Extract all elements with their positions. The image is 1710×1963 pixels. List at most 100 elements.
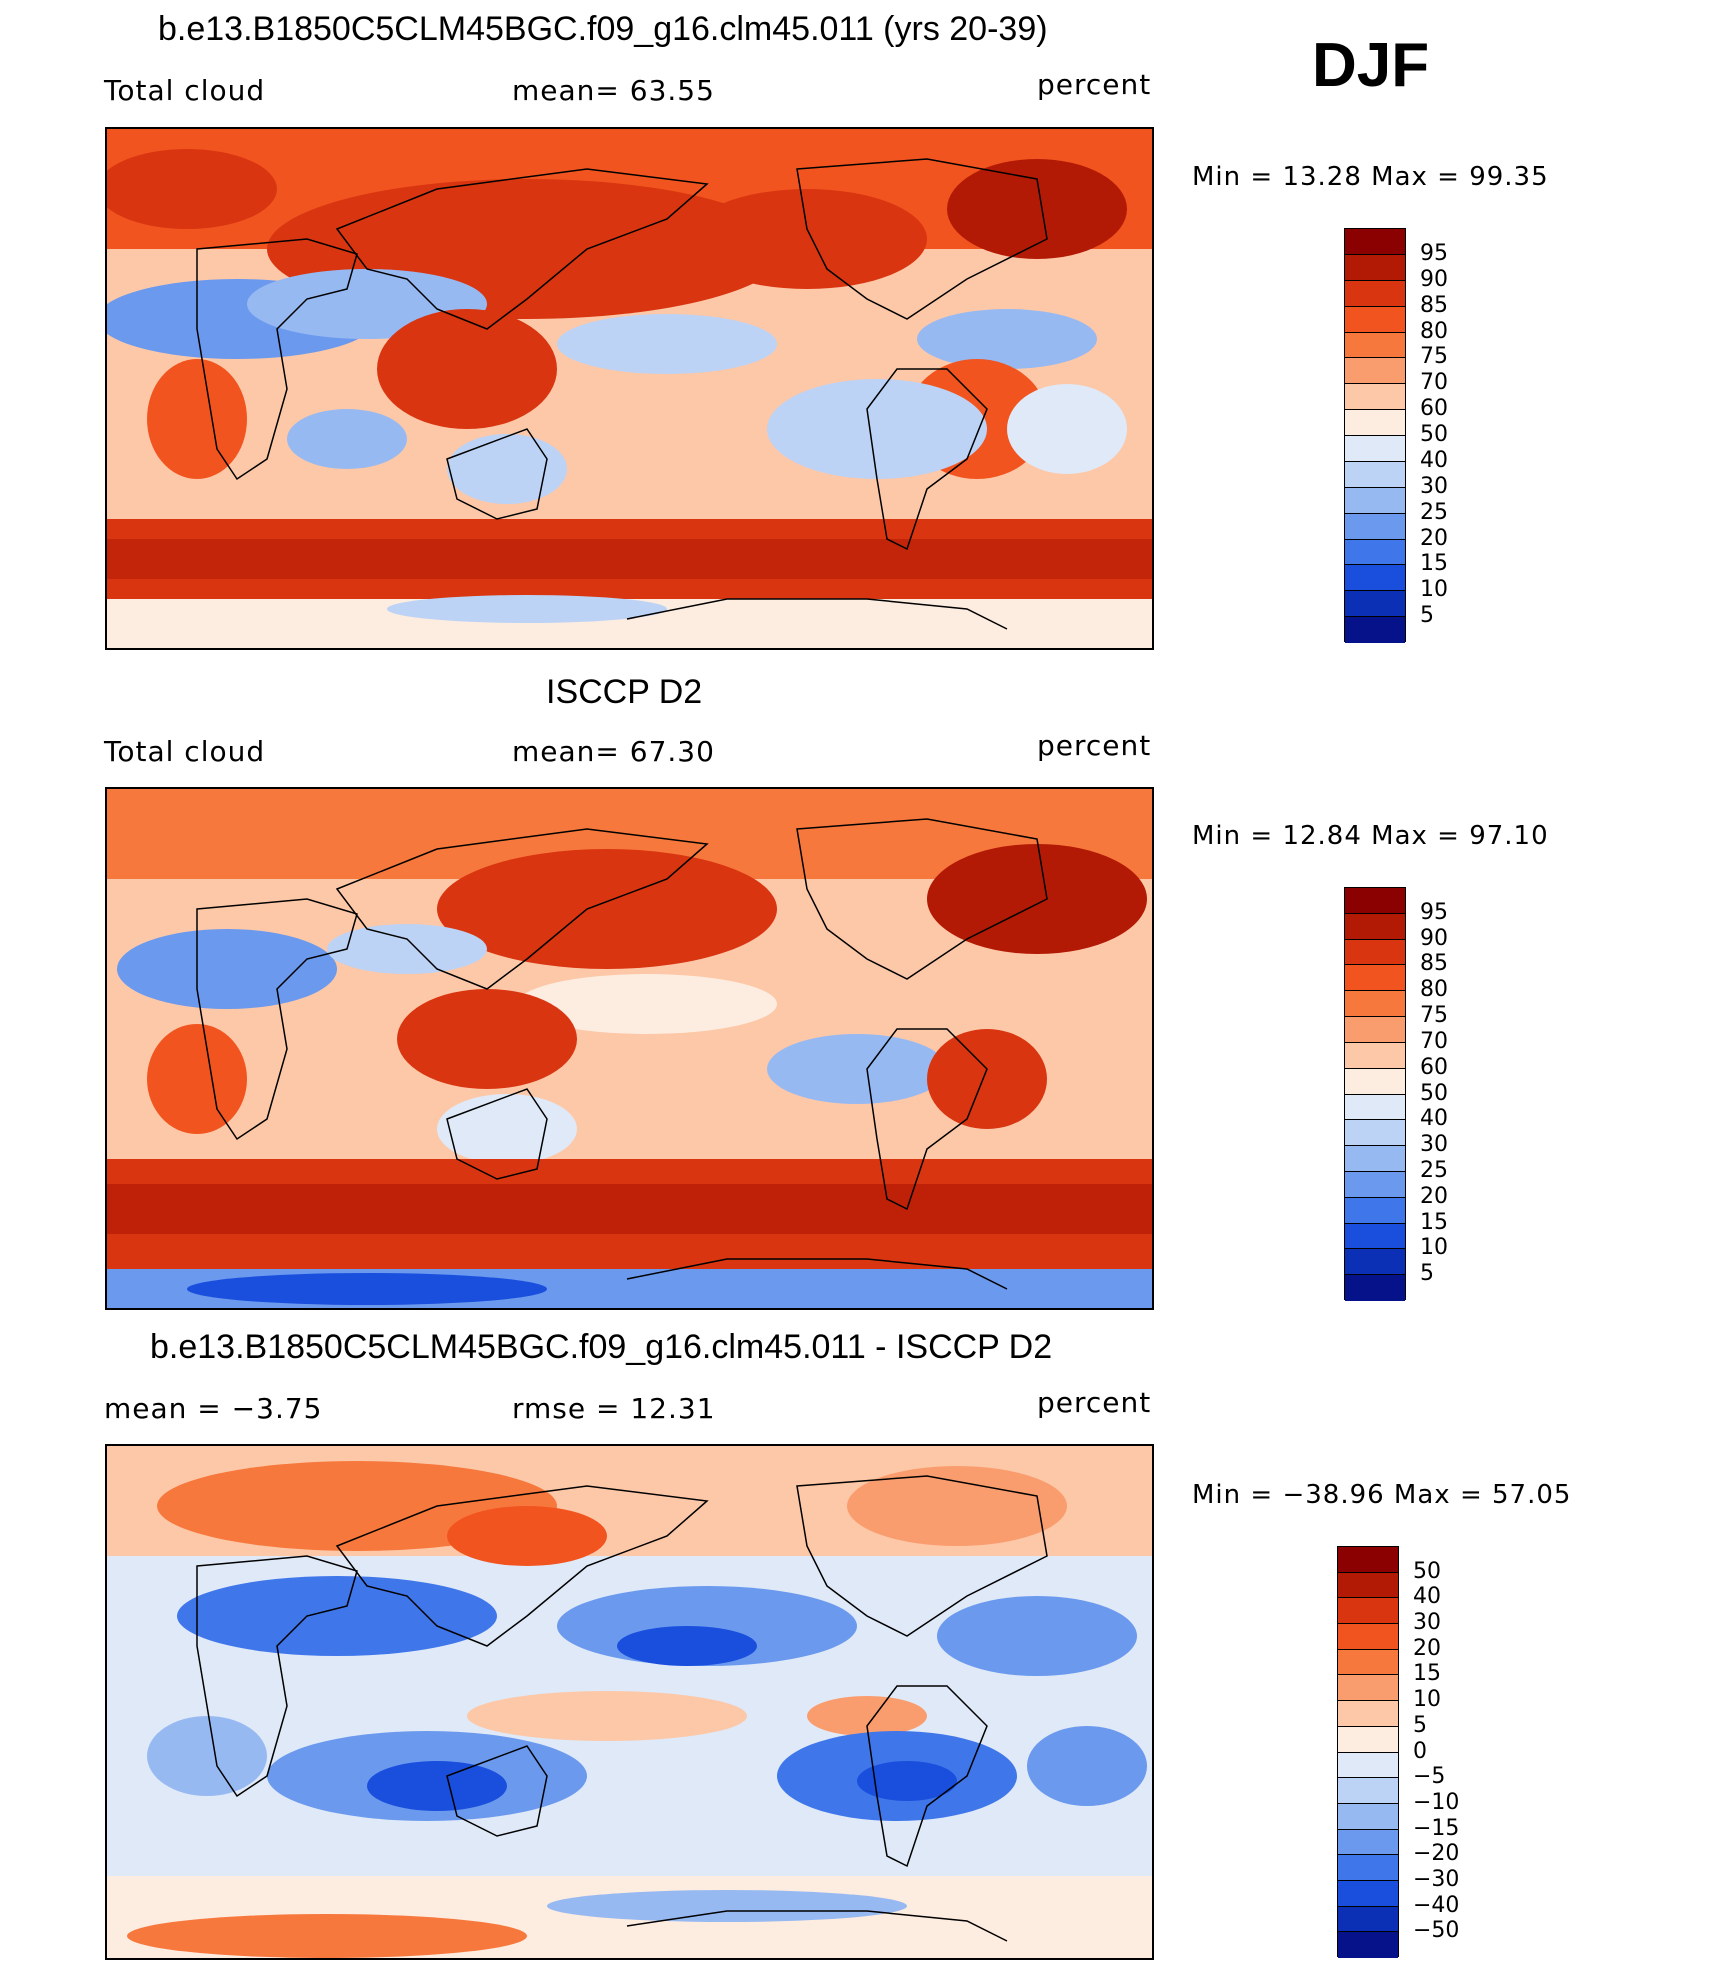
colorbar-tick-label: 5 <box>1420 1261 1434 1287</box>
colorbar-segment <box>1345 888 1405 914</box>
colorbar-tick-label: 80 <box>1420 318 1448 344</box>
colorbar-tick-label: 95 <box>1420 899 1448 925</box>
colorbar-tick-label: 40 <box>1420 447 1448 473</box>
panel-model-map <box>105 127 1154 650</box>
colorbar-segment <box>1345 913 1405 940</box>
panel-model-units-label: percent <box>1037 68 1152 101</box>
colorbar-segment <box>1338 1649 1398 1676</box>
colorbar-segment <box>1338 1572 1398 1599</box>
colorbar-box <box>1344 228 1406 643</box>
colorbar-segment <box>1345 591 1405 618</box>
colorbar-tick-label: 10 <box>1420 577 1448 603</box>
colorbar-tick-label: 25 <box>1420 1157 1448 1183</box>
colorbar-tick-label: 20 <box>1413 1635 1441 1661</box>
colorbar-segment <box>1345 939 1405 966</box>
panel-diff-units-label: percent <box>1037 1386 1152 1419</box>
colorbar-tick-label: 25 <box>1420 499 1448 525</box>
colorbar-tick-label: 75 <box>1420 1003 1448 1029</box>
colorbar-tick-label: 10 <box>1420 1235 1448 1261</box>
colorbar-segment <box>1338 1906 1398 1933</box>
colorbar-tick-label: 60 <box>1420 1054 1448 1080</box>
colorbar-tick-label: −10 <box>1413 1789 1460 1815</box>
colorbar-tick-label: 85 <box>1420 951 1448 977</box>
colorbar-tick-label: 15 <box>1420 551 1448 577</box>
panel-obs-map <box>105 787 1154 1310</box>
colorbar-segment <box>1345 565 1405 592</box>
panel-obs-minmax: Min = 12.84 Max = 97.10 <box>1192 821 1549 851</box>
colorbar-segment <box>1345 965 1405 992</box>
season-label: DJF <box>1312 31 1430 100</box>
panel-diff-map <box>105 1444 1154 1960</box>
colorbar-segment <box>1345 306 1405 333</box>
colorbar-segment <box>1345 513 1405 540</box>
colorbar-tick-label: 20 <box>1420 525 1448 551</box>
panel-diff-mean-label: mean = −3.75 <box>104 1392 323 1425</box>
colorbar-segment <box>1345 1275 1405 1301</box>
colorbar-tick-label: 10 <box>1413 1687 1441 1713</box>
colorbar-segment <box>1345 539 1405 566</box>
colorbar-segment <box>1338 1803 1398 1830</box>
colorbar-segment <box>1338 1547 1398 1573</box>
panel-model-variable-label: Total cloud <box>104 74 266 107</box>
colorbar-tick-label: 75 <box>1420 344 1448 370</box>
panel-model-title: b.e13.B1850C5CLM45BGC.f09_g16.clm45.011 … <box>158 10 1048 48</box>
colorbar-tick-label: −40 <box>1413 1892 1460 1918</box>
colorbar-tick-label: 40 <box>1413 1584 1441 1610</box>
colorbar-segment <box>1345 991 1405 1018</box>
colorbar-segment <box>1345 1094 1405 1121</box>
colorbar-segment <box>1345 1120 1405 1147</box>
colorbar-segment <box>1338 1880 1398 1907</box>
panel-model-minmax: Min = 13.28 Max = 99.35 <box>1192 162 1549 192</box>
colorbar-segment <box>1345 254 1405 281</box>
colorbar-tick-label: 0 <box>1413 1738 1427 1764</box>
colorbar-segment <box>1345 1042 1405 1069</box>
colorbar-segment <box>1345 280 1405 307</box>
colorbar-segment <box>1338 1778 1398 1804</box>
colorbar-segment <box>1338 1701 1398 1727</box>
colorbar-segment <box>1345 358 1405 385</box>
colorbar-box <box>1337 1546 1399 1958</box>
colorbar-box <box>1344 887 1406 1301</box>
colorbar-tick-label: 15 <box>1420 1209 1448 1235</box>
colorbar-segment <box>1338 1855 1398 1881</box>
colorbar-tick-label: 60 <box>1420 396 1448 422</box>
colorbar-tick-label: 5 <box>1413 1712 1427 1738</box>
colorbar-tick-label: 90 <box>1420 266 1448 292</box>
colorbar-tick-label: 80 <box>1420 977 1448 1003</box>
colorbar-segment <box>1345 1146 1405 1172</box>
colorbar-tick-label: 85 <box>1420 292 1448 318</box>
colorbar-segment <box>1338 1598 1398 1625</box>
colorbar-tick-label: −30 <box>1413 1866 1460 1892</box>
colorbar-segment <box>1338 1726 1398 1753</box>
colorbar-segment <box>1338 1752 1398 1779</box>
colorbar-tick-label: 90 <box>1420 925 1448 951</box>
colorbar-tick-label: −20 <box>1413 1841 1460 1867</box>
panel-diff-colorbar: 50 40 30 20 15 10 5 0 −5 −10 −15 −20 −30 −40 −50 <box>1337 1546 1459 1958</box>
colorbar-segment <box>1345 1171 1405 1198</box>
panel-obs-title: ISCCP D2 <box>546 673 703 711</box>
colorbar-segment <box>1345 1197 1405 1224</box>
colorbar-tick-label: 30 <box>1420 473 1448 499</box>
panel-obs-colorbar: 95 90 85 80 75 70 60 50 40 30 25 20 15 10 5 <box>1344 887 1448 1301</box>
colorbar-segment <box>1345 487 1405 514</box>
colorbar-segment <box>1338 1932 1398 1958</box>
colorbar-tick-label: 20 <box>1420 1183 1448 1209</box>
colorbar-segment <box>1345 1223 1405 1250</box>
panel-obs-units-label: percent <box>1037 729 1152 762</box>
colorbar-tick-label: 70 <box>1420 370 1448 396</box>
colorbar-tick-label: 50 <box>1420 422 1448 447</box>
colorbar-segment <box>1338 1675 1398 1702</box>
colorbar-segment <box>1345 1017 1405 1043</box>
colorbar-tick-label: 50 <box>1420 1080 1448 1106</box>
colorbar-tick-label: 95 <box>1420 240 1448 266</box>
panel-diff-rmse-label: rmse = 12.31 <box>512 1392 716 1425</box>
colorbar-tick-label: 40 <box>1420 1106 1448 1132</box>
colorbar-tick-label: 30 <box>1420 1132 1448 1158</box>
colorbar-tick-label: 70 <box>1420 1028 1448 1054</box>
colorbar-segment <box>1345 229 1405 255</box>
panel-diff-title: b.e13.B1850C5CLM45BGC.f09_g16.clm45.011 … <box>150 1328 1053 1366</box>
colorbar-segment <box>1345 617 1405 643</box>
colorbar-segment <box>1338 1624 1398 1650</box>
colorbar-tick-label: 30 <box>1413 1610 1441 1636</box>
colorbar-segment <box>1345 461 1405 488</box>
